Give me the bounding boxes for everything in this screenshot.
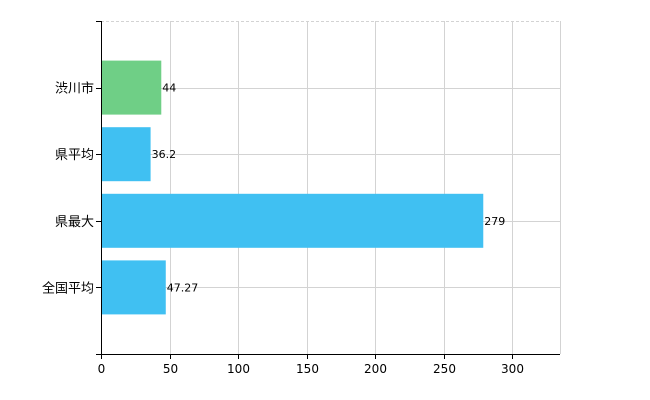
labels: 44 渋川市 36.2 県平均 279 県最大 47.27 全国平均 0 50 100 150 200 2… [42, 81, 524, 376]
x-tick-label-6: 300 [501, 362, 524, 376]
data-label-2: 279 [484, 215, 505, 228]
x-tick-label-1: 50 [163, 362, 178, 376]
data-label-1: 36.2 [152, 148, 177, 161]
category-label-1: 県平均 [55, 148, 94, 163]
data-label-0: 44 [162, 82, 176, 95]
bar-2 [101, 193, 484, 248]
x-tick-label-0: 0 [98, 362, 106, 376]
x-tick-label-4: 200 [364, 362, 387, 376]
x-tick-label-3: 150 [296, 362, 319, 376]
x-tick-label-2: 100 [227, 362, 250, 376]
category-label-2: 県最大 [55, 215, 94, 230]
bar-3 [101, 260, 166, 315]
grid-lines [101, 21, 561, 354]
category-label-3: 全国平均 [42, 280, 94, 296]
x-tick-label-5: 250 [433, 362, 456, 376]
data-label-3: 47.27 [167, 281, 199, 294]
axes [96, 21, 560, 359]
bar-0 [101, 60, 162, 115]
category-label-0: 渋川市 [55, 81, 94, 97]
bar-1 [101, 127, 151, 182]
bars [101, 60, 484, 315]
